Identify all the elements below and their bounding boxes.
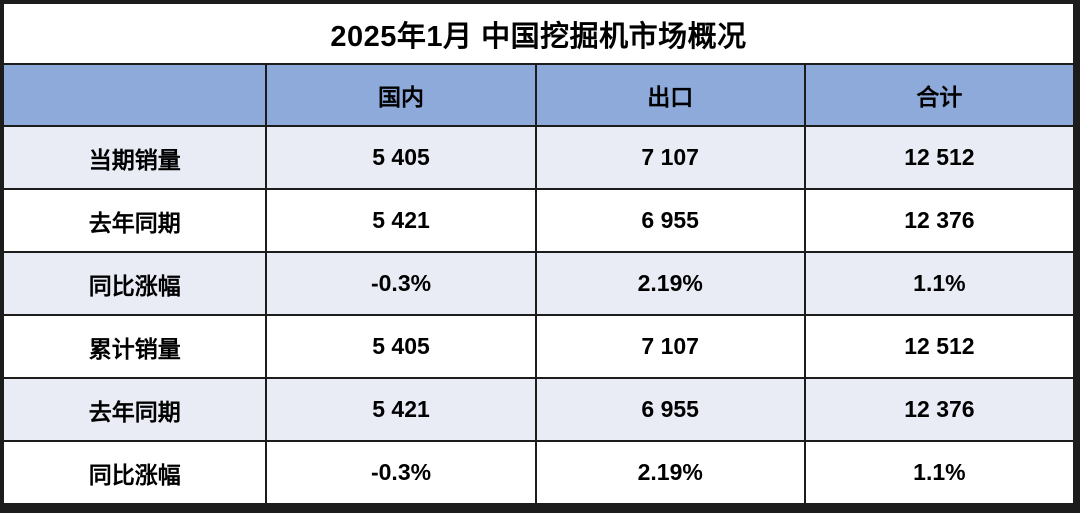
column-header-export: 出口 [534,63,806,127]
cell-value: 12 376 [803,188,1076,253]
cell-value: 1.1% [803,440,1076,505]
row-label: 当期销量 [1,125,268,190]
cell-value: 5 421 [265,188,537,253]
row-label: 去年同期 [1,188,268,253]
cell-value: 12 376 [803,377,1076,442]
row-label: 去年同期 [1,377,268,442]
excavator-market-table: 2025年1月 中国挖掘机市场概况 国内 出口 合计 当期销量 5 405 7 … [1,2,1076,505]
row-label: 累计销量 [1,314,268,379]
cell-value: 7 107 [534,314,806,379]
cell-value: 7 107 [534,125,806,190]
table-row-last-year-period-cumulative: 去年同期 5 421 6 955 12 376 [1,377,1076,442]
cell-value: 5 405 [265,314,537,379]
row-label: 同比涨幅 [1,251,268,316]
row-label: 同比涨幅 [1,440,268,505]
cell-value: 12 512 [803,314,1076,379]
column-header-domestic: 国内 [265,63,537,127]
table-row-yoy-change-cumulative: 同比涨幅 -0.3% 2.19% 1.1% [1,440,1076,505]
table-row-current-sales: 当期销量 5 405 7 107 12 512 [1,125,1076,190]
title-row: 2025年1月 中国挖掘机市场概况 [2,2,1075,65]
table-row-yoy-change: 同比涨幅 -0.3% 2.19% 1.1% [1,251,1076,316]
cell-value: 6 955 [534,188,806,253]
column-header-blank [1,63,268,127]
table-row-last-year-period: 去年同期 5 421 6 955 12 376 [1,188,1076,253]
cell-value: 1.1% [803,251,1076,316]
cell-value: 6 955 [534,377,806,442]
cell-value: 2.19% [534,440,806,505]
cell-value: -0.3% [265,440,537,505]
cell-value: 2.19% [534,251,806,316]
column-header-total: 合计 [803,63,1076,127]
header-row: 国内 出口 合计 [1,63,1076,127]
cell-value: 5 421 [265,377,537,442]
table-row-cumulative-sales: 累计销量 5 405 7 107 12 512 [1,314,1076,379]
cell-value: -0.3% [265,251,537,316]
cell-value: 5 405 [265,125,537,190]
cell-value: 12 512 [803,125,1076,190]
page-title: 2025年1月 中国挖掘机市场概况 [2,2,1075,65]
